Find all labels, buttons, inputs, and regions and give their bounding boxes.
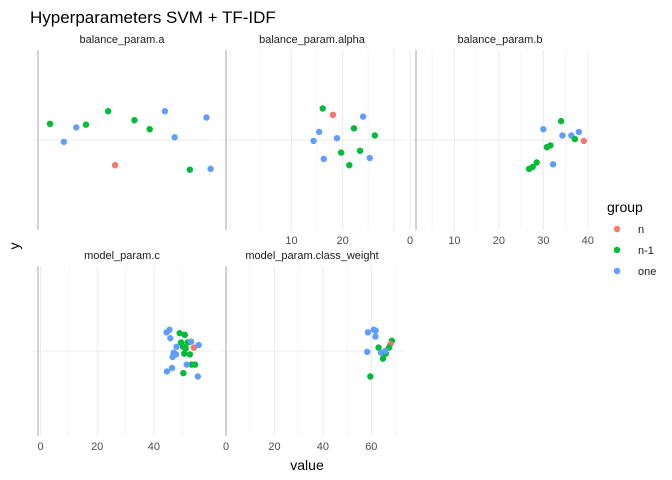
facet-panel: model_param.c 0 20 40 [32,250,212,453]
data-point-n-1 [346,162,353,169]
x-tick-label: 30 [537,235,549,247]
data-point-one [60,138,68,145]
data-point-one [366,154,373,162]
data-point-one [73,124,80,131]
x-tick-label: 20 [91,441,103,453]
x-tick-label: 40 [148,441,160,453]
y-axis-label: y [6,243,22,250]
plot-title: Hyperparameters SVM + TF-IDF [30,8,276,27]
data-point-n-1 [180,369,187,377]
data-point-n-1 [529,163,536,171]
data-point-one [195,341,202,349]
data-point-n [580,137,587,145]
facet-strip-label: model_param.class_weight [245,250,378,262]
data-point-one [364,329,372,336]
data-point-n-1 [176,329,183,337]
data-point-one [163,368,171,375]
data-point-one [203,114,210,121]
data-point-one [173,343,180,350]
data-point-one [372,327,379,334]
facet-strip-label: balance_param.alpha [259,34,366,46]
data-point-n-1 [181,350,188,357]
data-point-one [187,338,195,345]
data-point-one [575,128,583,136]
data-point-one [167,335,174,342]
legend-label-one: one [638,266,656,278]
x-tick-label: 20 [493,235,505,247]
legend: group n n-1 one [607,199,656,278]
data-point-one [172,351,180,358]
facet-strip-label: balance_param.a [79,34,165,46]
x-tick-label: 20 [337,235,349,247]
data-point-n-1 [356,147,364,154]
data-point-n [329,111,337,119]
data-point-one [320,155,327,163]
data-point-one [540,126,547,133]
data-point-n-1 [104,108,112,115]
legend-title: group [607,199,643,215]
data-point-one [559,132,566,139]
data-point-one [333,135,341,142]
legend-label-n: n [638,224,644,236]
data-point-one [372,333,379,340]
data-point-one [166,326,173,333]
facet-strip-label: balance_param.b [457,34,542,46]
data-point-n-1 [350,125,358,132]
x-axis-label: value [290,457,324,473]
data-point-n-1 [82,121,90,128]
data-point-one [207,165,214,172]
facet-panel: balance_param.b 0 10 20 30 40 [407,34,594,247]
data-point-one [364,348,371,356]
data-point-n-1 [371,132,379,139]
facet-panel: model_param.class_weight 0 20 40 60 [220,250,404,453]
x-tick-label: 10 [448,235,460,247]
x-tick-label: 0 [37,441,43,453]
data-point-n-1 [186,351,194,358]
data-point-n-1 [379,355,387,362]
data-point-n-1 [557,117,565,125]
data-point-one [549,161,557,168]
data-point-n-1 [375,344,382,351]
data-point-one [183,361,190,368]
data-point-n [190,344,198,351]
data-point-n-1 [337,149,345,156]
legend-label-n-1: n-1 [638,245,654,257]
data-point-one [168,364,176,372]
x-tick-label: 10 [285,235,297,247]
data-point-one [171,134,178,141]
data-point-n-1 [367,373,374,380]
data-point-one [315,128,323,136]
data-point-n-1 [533,159,540,166]
data-point-one [382,347,389,355]
legend-key-n-1 [613,246,621,254]
x-tick-label: 60 [365,441,377,453]
data-point-n-1 [191,361,199,368]
facet-strip-label: model_param.c [84,250,160,262]
data-point-n-1 [146,126,153,133]
x-tick-label: 40 [582,235,594,247]
x-tick-label: 20 [268,441,280,453]
legend-key-n [613,225,621,233]
data-point-n-1 [182,345,189,352]
x-tick-label: 0 [223,441,229,453]
data-point-one [359,113,367,120]
data-point-n-1 [181,331,188,339]
data-point-n-1 [131,117,138,124]
x-tick-label: 40 [317,441,329,453]
facet-panel: balance_param.a [32,34,214,230]
data-point-n-1 [571,135,579,143]
data-point-n [111,162,119,169]
x-tick-label: 0 [407,235,413,247]
data-point-n-1 [46,120,54,128]
data-point-n-1 [319,105,326,112]
legend-key-one [613,267,621,275]
data-point-n-1 [547,142,554,149]
data-point-one [194,373,202,380]
facet-panel: balance_param.alpha 10 20 [220,34,404,247]
data-point-n-1 [186,166,194,173]
data-point-one [310,137,317,145]
data-point-one [161,108,169,115]
